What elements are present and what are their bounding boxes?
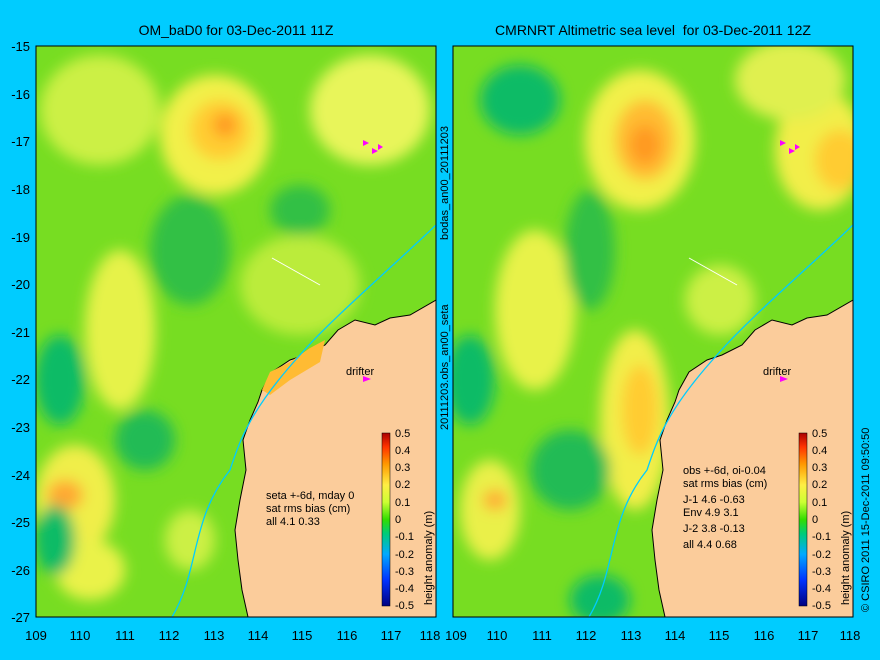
left-colorbar: 0.5 0.4 0.3 0.2 0.1 0 -0.1 -0.2 -0.3 -0.… — [381, 428, 435, 612]
left-lon-label-4: 113 — [204, 628, 225, 643]
left-info-line-1: seta +-6d, mday 0 — [266, 490, 354, 502]
right-cb-label-8: -0.3 — [812, 566, 831, 578]
right-cb-label-3: 0.2 — [812, 479, 827, 491]
left-lon-label-8: 117 — [381, 628, 402, 643]
left-cb-label-8: -0.3 — [395, 566, 414, 578]
right-anomaly-field — [453, 46, 853, 617]
left-lon-label-1: 110 — [70, 628, 91, 643]
left-longitude-labels: 109 110 111 112 113 114 115 116 117 118 — [25, 628, 440, 643]
left-cb-label-6: -0.1 — [395, 531, 414, 543]
left-cb-label-4: 0.1 — [395, 497, 410, 509]
lat-label-0: -15 — [11, 39, 30, 54]
lat-label-11: -26 — [11, 563, 30, 578]
left-lon-label-2: 111 — [115, 628, 135, 643]
lat-label-2: -17 — [11, 134, 30, 149]
right-map-panel: drifter obs +-6d, oi-0.04 sat rms bias (… — [453, 46, 853, 617]
right-info-line-6: all 4.4 0.68 — [683, 539, 737, 551]
left-anomaly-field — [36, 55, 430, 600]
lat-label-3: -18 — [11, 182, 30, 197]
right-lon-label-5: 114 — [665, 628, 686, 643]
right-cb-label-0: 0.5 — [812, 428, 827, 440]
lat-label-12: -27 — [11, 610, 30, 625]
right-cb-title: height anomaly (m) — [840, 511, 852, 605]
left-map-title: OM_baD0 for 03-Dec-2011 11Z — [138, 22, 334, 38]
left-lon-label-6: 115 — [292, 628, 313, 643]
left-cb-label-7: -0.2 — [395, 549, 414, 561]
lat-label-9: -24 — [11, 468, 30, 483]
left-cb-label-2: 0.3 — [395, 462, 410, 474]
right-cb-label-10: -0.5 — [812, 600, 831, 612]
right-lon-label-6: 115 — [709, 628, 730, 643]
right-lon-label-8: 117 — [798, 628, 819, 643]
right-lon-label-3: 112 — [576, 628, 597, 643]
right-map-title: CMRNRT Altimetric sea level for 03-Dec-2… — [495, 22, 811, 38]
lat-label-10: -25 — [11, 515, 30, 530]
lat-label-8: -23 — [11, 420, 30, 435]
left-cb-label-10: -0.5 — [395, 600, 414, 612]
right-drifter-label: drifter — [763, 366, 791, 378]
left-info-line-2: sat rms bias (cm) — [266, 503, 350, 515]
right-lon-label-9: 118 — [840, 628, 861, 643]
right-cb-label-7: -0.2 — [812, 549, 831, 561]
lat-label-6: -21 — [11, 325, 30, 340]
lat-label-7: -22 — [11, 372, 30, 387]
left-lon-label-3: 112 — [159, 628, 180, 643]
right-drifter-markers — [780, 140, 800, 382]
middle-bottom-label: 20111203.obs_an00_seta — [439, 304, 451, 430]
right-lon-label-4: 113 — [621, 628, 642, 643]
left-cb-label-3: 0.2 — [395, 479, 410, 491]
left-map-panel: drifter seta +-6d, mday 0 sat rms bias (… — [36, 46, 436, 617]
left-lon-label-5: 114 — [248, 628, 269, 643]
left-cb-label-5: 0 — [395, 514, 401, 526]
right-longitude-labels: 109 110 111 112 113 114 115 116 117 118 — [445, 628, 860, 643]
left-cb-label-1: 0.4 — [395, 445, 410, 457]
left-lon-label-9: 118 — [420, 628, 441, 643]
lat-label-1: -16 — [11, 87, 30, 102]
right-cb-label-1: 0.4 — [812, 445, 827, 457]
right-colorbar: 0.5 0.4 0.3 0.2 0.1 0 -0.1 -0.2 -0.3 -0.… — [798, 428, 852, 612]
right-cb-label-2: 0.3 — [812, 462, 827, 474]
middle-top-label: bodas_an00_20111203 — [439, 126, 451, 240]
right-cb-label-5: 0 — [812, 514, 818, 526]
right-info-line-5: J-2 3.8 -0.13 — [683, 523, 745, 535]
left-lon-label-0: 109 — [25, 628, 47, 643]
left-cb-label-9: -0.4 — [395, 583, 414, 595]
right-info-line-1: obs +-6d, oi-0.04 — [683, 465, 766, 477]
right-lon-label-0: 109 — [445, 628, 467, 643]
right-lon-label-1: 110 — [487, 628, 508, 643]
right-cb-label-6: -0.1 — [812, 531, 831, 543]
left-cb-label-0: 0.5 — [395, 428, 410, 440]
left-info-line-3: all 4.1 0.33 — [266, 516, 320, 528]
right-info-line-4: Env 4.9 3.1 — [683, 507, 739, 519]
lat-label-5: -20 — [11, 277, 30, 292]
right-lon-label-2: 111 — [532, 628, 552, 643]
left-drifter-label: drifter — [346, 366, 374, 378]
latitude-labels: -15 -16 -17 -18 -19 -20 -21 -22 -23 -24 … — [11, 39, 30, 625]
right-info-line-2: sat rms bias (cm) — [683, 478, 767, 490]
copyright-label: © CSIRO 2011 15-Dec-2011 09:50:50 — [860, 428, 872, 612]
right-lon-label-7: 116 — [754, 628, 775, 643]
lat-label-4: -19 — [11, 230, 30, 245]
right-cb-label-9: -0.4 — [812, 583, 831, 595]
right-cb-label-4: 0.1 — [812, 497, 827, 509]
right-info-line-3: J-1 4.6 -0.63 — [683, 494, 745, 506]
left-lon-label-7: 116 — [337, 628, 358, 643]
left-drifter-markers — [363, 140, 383, 382]
left-cb-title: height anomaly (m) — [423, 511, 435, 605]
